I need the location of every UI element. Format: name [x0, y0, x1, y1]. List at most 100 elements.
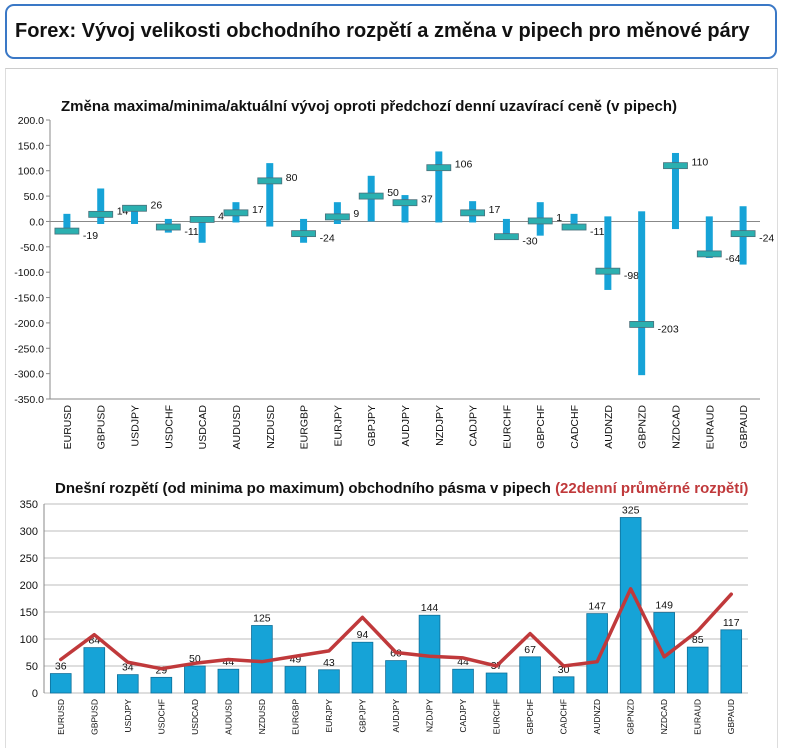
chart2-category-label: AUDUSD: [223, 699, 233, 735]
chart1-current-marker: [291, 230, 316, 238]
chart1-category-label: GBPNZD: [637, 405, 649, 449]
header-box: Forex: Vývoj velikosti obchodního rozpět…: [5, 4, 777, 59]
chart1-current-marker: [257, 177, 283, 185]
chart2-category-label: NZDUSD: [257, 699, 267, 734]
chart1-current-marker: [122, 204, 147, 212]
chart1-value-label: -24: [320, 233, 335, 245]
chart2-average-line: [59, 587, 733, 671]
chart1-current-marker: [358, 192, 384, 200]
chart1-value-label: -98: [624, 270, 639, 282]
chart1-range-bar: [266, 163, 274, 227]
chart2-bar: [552, 676, 575, 694]
chart2-bar: [117, 674, 139, 694]
chart2-bar: [49, 673, 72, 694]
chart1-current-marker: [696, 250, 722, 258]
chart1-range-bar: [570, 213, 578, 230]
chart1-current-marker: [189, 216, 215, 223]
chart2-category-label: NZDCAD: [659, 699, 669, 734]
chart1-current-marker: [324, 213, 350, 221]
chart2-bar: [217, 668, 240, 694]
chart1-category-label: USDCAD: [197, 405, 209, 450]
chart1-category-label: GBPCHF: [535, 405, 547, 449]
chart1-range-bar: [435, 151, 443, 223]
chart2-value-label: 36: [55, 661, 67, 673]
chart1-range-bar: [401, 195, 409, 223]
chart1-y-tick-label: 200.0: [18, 115, 44, 127]
chart1-value-label: -30: [522, 236, 537, 248]
chart1-category-label: EURJPY: [332, 405, 344, 446]
chart2-category-label: USDCAD: [190, 699, 200, 735]
chart1-category-label: EURUSD: [62, 405, 74, 450]
chart1-value-label: -203: [658, 323, 679, 335]
chart2-value-label: 84: [88, 635, 100, 647]
chart1-category-label: CADCHF: [569, 405, 581, 449]
chart2-value-label: 125: [253, 613, 271, 625]
chart2-bar: [150, 676, 173, 694]
chart1-current-marker: [426, 164, 452, 172]
chart1-category-label: GBPUSD: [96, 405, 108, 450]
chart1-current-marker: [595, 267, 621, 275]
chart2-category-label: GBPJPY: [357, 699, 367, 733]
chart2-category-label: AUDJPY: [391, 699, 401, 733]
chart1-value-label: 9: [353, 208, 359, 220]
chart2-y-tick-label: 150: [20, 607, 38, 619]
chart1-value-label: 106: [455, 159, 473, 171]
chart1-y-tick-label: -250.0: [14, 343, 44, 355]
chart2-category-label: GBPAUD: [726, 699, 736, 734]
chart2-bar: [318, 669, 340, 694]
chart1-current-marker: [494, 233, 519, 241]
chart2-y-tick-label: 300: [20, 526, 38, 538]
chart2-value-label: 43: [323, 657, 335, 669]
chart1-title: Změna maxima/minima/aktuální vývoj oprot…: [61, 98, 677, 115]
chart1-range-bar: [97, 188, 105, 224]
chart2-category-label: GBPUSD: [89, 699, 99, 735]
chart2-value-label: 85: [692, 634, 704, 646]
chart1-range-bar: [604, 216, 612, 290]
chart1-value-label: 37: [421, 194, 433, 206]
chart1-category-label: GBPAUD: [738, 405, 750, 449]
chart1-title-text: Změna maxima/minima/aktuální vývoj oprot…: [61, 98, 678, 115]
chart2-bar: [284, 666, 307, 694]
chart2-bar: [385, 660, 407, 694]
chart1-range-bar: [63, 213, 71, 235]
chart1-value-label: -24: [759, 233, 774, 245]
chart1-current-marker: [392, 199, 418, 207]
chart1-range-bar: [671, 152, 679, 230]
chart1-y-tick-label: 150.0: [18, 140, 44, 152]
chart1-value-label: 26: [151, 199, 163, 211]
chart1-category-label: NZDJPY: [434, 405, 446, 446]
chart1-category-label: NZDCAD: [670, 405, 682, 449]
chart1-current-marker: [223, 209, 249, 217]
chart1-category-label: GBPJPY: [366, 405, 378, 446]
chart2-value-label: 94: [357, 629, 369, 641]
chart1-category-label: AUDJPY: [400, 405, 412, 446]
chart2-bar: [519, 656, 541, 694]
chart1-category-label: EURCHF: [501, 405, 513, 449]
chart1-y-tick-label: -100.0: [14, 267, 44, 279]
chart2-category-label: USDCHF: [156, 699, 166, 734]
chart2-y-tick-label: 50: [26, 661, 38, 673]
chart1-value-label: 17: [252, 204, 264, 216]
chart1-current-marker: [561, 223, 587, 231]
chart1-range-bar: [502, 218, 510, 240]
chart2-value-label: 144: [421, 602, 439, 614]
chart2-category-label: NZDJPY: [425, 699, 435, 732]
chart2-title-highlight: (22denní průměrné rozpětí): [555, 480, 749, 497]
chart2-y-tick-label: 100: [20, 634, 38, 646]
chart1-current-marker: [155, 223, 181, 231]
chart2-bar: [619, 517, 642, 694]
page-title: Forex: Vývoj velikosti obchodního rozpět…: [15, 20, 750, 42]
chart1-y-tick-label: -200.0: [14, 318, 44, 330]
chart1-range-bar: [638, 211, 646, 376]
chart2-value-label: 149: [655, 600, 673, 612]
chart2-value-label: 34: [122, 662, 134, 674]
chart1-category-label: CADJPY: [468, 405, 480, 446]
chart2-value-label: 50: [189, 653, 201, 665]
chart1-range-bar: [198, 218, 206, 243]
chart1-value-label: -64: [725, 253, 740, 265]
chart1-range-bar: [131, 206, 139, 224]
chart1-value-label: 17: [489, 204, 501, 216]
chart1-current-marker: [88, 210, 114, 218]
